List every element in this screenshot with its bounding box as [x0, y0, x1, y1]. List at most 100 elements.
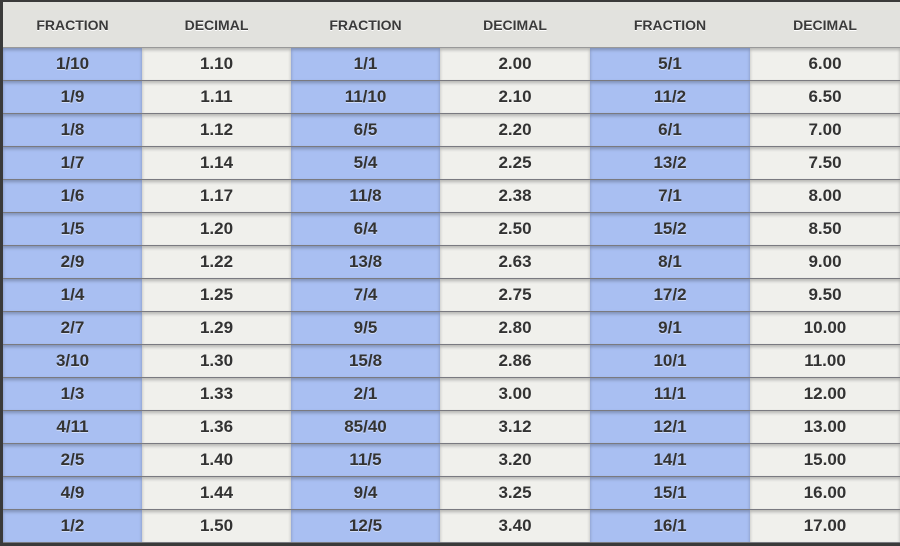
table-header-row: FRACTION DECIMAL FRACTION DECIMAL FRACTION DE…	[3, 2, 900, 48]
fraction-cell: 1/3	[3, 377, 142, 411]
table-row: 1/9 1.11 11/10 2.10 11/2 6.50	[3, 80, 900, 114]
decimal-cell: 1.30	[142, 344, 291, 378]
fraction-cell: 8/1	[590, 245, 750, 279]
table-row: 1/4 1.25 7/4 2.75 17/2 9.50	[3, 278, 900, 312]
decimal-cell: 8.50	[750, 212, 900, 246]
decimal-cell: 2.50	[440, 212, 590, 246]
decimal-cell: 3.40	[440, 509, 590, 543]
table-row: 4/9 1.44 9/4 3.25 15/1 16.00	[3, 476, 900, 510]
fraction-cell: 2/9	[3, 245, 142, 279]
fraction-cell: 15/2	[590, 212, 750, 246]
fraction-cell: 15/1	[590, 476, 750, 510]
decimal-cell: 1.44	[142, 476, 291, 510]
decimal-cell: 6.00	[750, 47, 900, 81]
fraction-cell: 11/5	[291, 443, 440, 477]
decimal-cell: 1.14	[142, 146, 291, 180]
decimal-cell: 15.00	[750, 443, 900, 477]
fraction-cell: 11/2	[590, 80, 750, 114]
fraction-cell: 11/1	[590, 377, 750, 411]
decimal-cell: 1.11	[142, 80, 291, 114]
fraction-cell: 4/9	[3, 476, 142, 510]
decimal-cell: 7.00	[750, 113, 900, 147]
fraction-cell: 15/8	[291, 344, 440, 378]
decimal-cell: 1.10	[142, 47, 291, 81]
fraction-cell: 16/1	[590, 509, 750, 543]
odds-conversion-table: FRACTION DECIMAL FRACTION DECIMAL FRACTION DE…	[3, 2, 900, 543]
fraction-cell: 14/1	[590, 443, 750, 477]
decimal-cell: 1.33	[142, 377, 291, 411]
fraction-cell: 9/4	[291, 476, 440, 510]
decimal-cell: 1.22	[142, 245, 291, 279]
fraction-cell: 9/1	[590, 311, 750, 345]
table-row: 2/9 1.22 13/8 2.63 8/1 9.00	[3, 245, 900, 279]
decimal-cell: 12.00	[750, 377, 900, 411]
decimal-cell: 1.36	[142, 410, 291, 444]
table-row: 2/7 1.29 9/5 2.80 9/1 10.00	[3, 311, 900, 345]
decimal-column-header: DECIMAL	[142, 2, 291, 48]
fraction-cell: 17/2	[590, 278, 750, 312]
decimal-cell: 3.20	[440, 443, 590, 477]
table-row: 3/10 1.30 15/8 2.86 10/1 11.00	[3, 344, 900, 378]
decimal-cell: 10.00	[750, 311, 900, 345]
fraction-cell: 1/8	[3, 113, 142, 147]
decimal-cell: 2.25	[440, 146, 590, 180]
fraction-cell: 85/40	[291, 410, 440, 444]
fraction-cell: 13/2	[590, 146, 750, 180]
decimal-cell: 3.25	[440, 476, 590, 510]
table-row: 1/6 1.17 11/8 2.38 7/1 8.00	[3, 179, 900, 213]
fraction-cell: 12/1	[590, 410, 750, 444]
decimal-cell: 8.00	[750, 179, 900, 213]
decimal-cell: 3.00	[440, 377, 590, 411]
table-row: 2/5 1.40 11/5 3.20 14/1 15.00	[3, 443, 900, 477]
decimal-cell: 9.00	[750, 245, 900, 279]
fraction-column-header: FRACTION	[291, 2, 440, 48]
fraction-cell: 1/10	[3, 47, 142, 81]
decimal-cell: 1.40	[142, 443, 291, 477]
fraction-cell: 4/11	[3, 410, 142, 444]
fraction-cell: 6/4	[291, 212, 440, 246]
decimal-cell: 2.75	[440, 278, 590, 312]
fraction-cell: 1/9	[3, 80, 142, 114]
decimal-cell: 1.17	[142, 179, 291, 213]
decimal-cell: 2.86	[440, 344, 590, 378]
fraction-cell: 1/5	[3, 212, 142, 246]
fraction-column-header: FRACTION	[590, 2, 750, 48]
fraction-cell: 11/10	[291, 80, 440, 114]
fraction-cell: 2/7	[3, 311, 142, 345]
fraction-cell: 3/10	[3, 344, 142, 378]
decimal-cell: 2.20	[440, 113, 590, 147]
fraction-cell: 1/7	[3, 146, 142, 180]
table-row: 4/11 1.36 85/40 3.12 12/1 13.00	[3, 410, 900, 444]
fraction-cell: 11/8	[291, 179, 440, 213]
decimal-cell: 6.50	[750, 80, 900, 114]
table-row: 1/5 1.20 6/4 2.50 15/2 8.50	[3, 212, 900, 246]
fraction-cell: 7/1	[590, 179, 750, 213]
table-row: 1/10 1.10 1/1 2.00 5/1 6.00	[3, 47, 900, 81]
fraction-cell: 10/1	[590, 344, 750, 378]
decimal-column-header: DECIMAL	[440, 2, 590, 48]
fraction-cell: 5/1	[590, 47, 750, 81]
table-row: 1/7 1.14 5/4 2.25 13/2 7.50	[3, 146, 900, 180]
decimal-cell: 1.25	[142, 278, 291, 312]
decimal-cell: 17.00	[750, 509, 900, 543]
fraction-cell: 9/5	[291, 311, 440, 345]
decimal-cell: 1.12	[142, 113, 291, 147]
fraction-cell: 1/1	[291, 47, 440, 81]
decimal-cell: 13.00	[750, 410, 900, 444]
fraction-column-header: FRACTION	[3, 2, 142, 48]
table-row: 1/3 1.33 2/1 3.00 11/1 12.00	[3, 377, 900, 411]
decimal-cell: 2.63	[440, 245, 590, 279]
fraction-cell: 12/5	[291, 509, 440, 543]
fraction-cell: 6/5	[291, 113, 440, 147]
fraction-cell: 6/1	[590, 113, 750, 147]
fraction-cell: 5/4	[291, 146, 440, 180]
fraction-cell: 2/1	[291, 377, 440, 411]
decimal-cell: 2.38	[440, 179, 590, 213]
fraction-cell: 1/2	[3, 509, 142, 543]
decimal-cell: 2.10	[440, 80, 590, 114]
decimal-cell: 1.20	[142, 212, 291, 246]
decimal-column-header: DECIMAL	[750, 2, 900, 48]
decimal-cell: 2.00	[440, 47, 590, 81]
decimal-cell: 16.00	[750, 476, 900, 510]
